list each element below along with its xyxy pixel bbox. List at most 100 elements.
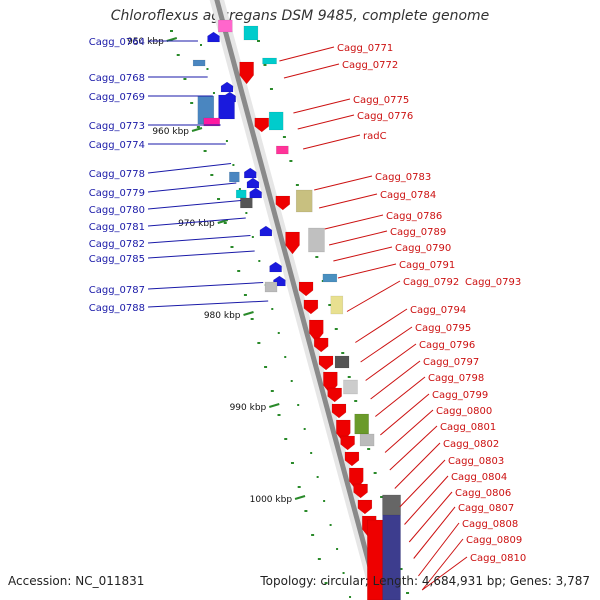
- strand-dot: [329, 524, 332, 526]
- label-leader-right: [318, 193, 378, 209]
- gene-feature-forward: [243, 25, 259, 41]
- scale-label: 950 kbp: [127, 37, 164, 47]
- label-leader-right: [370, 360, 421, 400]
- label-leader-right: [293, 98, 351, 114]
- gene-feature-forward: [285, 231, 300, 255]
- gene-label-right: Cagg_0800: [436, 406, 492, 417]
- gene-feature-reverse: [246, 177, 260, 189]
- label-leader-left: [147, 300, 269, 308]
- gene-feature-reverse: [218, 94, 235, 120]
- gene-label-right: Cagg_0783: [375, 172, 431, 183]
- strand-dot: [282, 136, 286, 138]
- scale-dot: [230, 246, 234, 248]
- gene-label-right: Cagg_0808: [462, 519, 518, 530]
- strand-dot: [238, 188, 241, 190]
- label-leader-right: [421, 538, 464, 591]
- scale-tick: [268, 403, 280, 408]
- gene-label-right: Cagg_0792: [403, 277, 459, 288]
- gene-label-right: Cagg_0775: [353, 95, 409, 106]
- strand-dot: [347, 376, 351, 378]
- label-leader-right: [303, 134, 361, 150]
- scale-tick: [294, 495, 306, 500]
- strand-dot: [297, 404, 300, 406]
- genome-backbone: [214, 0, 382, 600]
- strand-dot: [263, 64, 267, 66]
- scale-dot: [223, 222, 227, 224]
- gene-feature-reverse: [207, 31, 220, 43]
- accession-text: Accession: NC_011831: [8, 574, 145, 588]
- gene-label-right: Cagg_0776: [357, 111, 413, 122]
- gene-label-right: radC: [363, 131, 387, 142]
- gene-label-right: Cagg_0771: [337, 43, 393, 54]
- gene-feature-forward: [218, 19, 233, 33]
- label-leader-right: [333, 246, 393, 262]
- gene-feature-forward: [382, 494, 401, 516]
- gene-feature-reverse: [259, 225, 273, 237]
- gene-feature-reverse: [203, 117, 221, 127]
- label-leader-right: [297, 114, 355, 130]
- strand-dot: [341, 352, 345, 354]
- gene-label-left: Cagg_0782: [89, 239, 145, 250]
- strand-dot: [303, 428, 306, 430]
- gene-label-right: Cagg_0795: [415, 323, 471, 334]
- strand-dot: [399, 568, 403, 570]
- strand-dot: [367, 448, 371, 450]
- label-leader-right: [408, 491, 453, 543]
- gene-feature-forward: [303, 299, 319, 315]
- gene-feature-forward: [327, 387, 342, 403]
- strand-dot: [289, 160, 293, 162]
- gene-label-left: Cagg_0768: [89, 73, 145, 84]
- strand-dot: [315, 256, 319, 258]
- strand-dot: [342, 572, 345, 574]
- scale-dot: [277, 414, 281, 416]
- strand-dot: [245, 212, 248, 214]
- genome-summary-text: Topology: circular; Length: 4,684,931 bp…: [260, 574, 590, 588]
- scale-dot: [250, 318, 254, 320]
- label-leader-left: [147, 182, 237, 193]
- gene-feature-forward: [298, 281, 314, 297]
- strand-dot: [257, 40, 260, 42]
- strand-dot: [271, 308, 274, 310]
- strand-dot: [290, 380, 293, 382]
- scale-dot: [304, 510, 308, 512]
- strand-dot: [336, 548, 339, 550]
- strand-dot: [316, 476, 319, 478]
- gene-label-right: Cagg_0797: [423, 357, 479, 368]
- label-leader-right: [375, 376, 426, 417]
- gene-label-right: Cagg_0806: [455, 488, 511, 499]
- gene-label-left: Cagg_0774: [89, 140, 145, 151]
- scale-dot: [170, 30, 173, 32]
- gene-feature-forward: [309, 319, 324, 343]
- strand-dot: [284, 356, 287, 358]
- label-leader-right: [380, 393, 430, 436]
- label-leader-left: [147, 235, 251, 244]
- gene-feature-forward: [276, 145, 289, 155]
- label-leader-right: [413, 506, 456, 559]
- gene-feature-forward: [354, 413, 369, 435]
- scale-dot: [183, 78, 187, 80]
- gene-label-right: Cagg_0786: [386, 211, 442, 222]
- label-leader-left: [147, 282, 264, 290]
- scale-dot: [217, 198, 221, 200]
- scale-dot: [176, 54, 180, 56]
- gene-feature-reverse: [235, 189, 247, 199]
- gene-feature-forward: [344, 451, 360, 467]
- strand-dot: [206, 68, 209, 70]
- gene-label-right: Cagg_0794: [410, 305, 466, 316]
- label-leader-right: [355, 308, 408, 343]
- gene-feature-reverse: [244, 167, 257, 179]
- scale-dot: [264, 366, 268, 368]
- gene-feature-forward: [275, 195, 291, 211]
- strand-dot: [258, 260, 261, 262]
- gene-label-right: Cagg_0784: [380, 190, 436, 201]
- scale-dot: [203, 150, 207, 152]
- gene-label-right: Cagg_0802: [443, 439, 499, 450]
- label-leader-left: [147, 217, 246, 227]
- gene-label-right: Cagg_0790: [395, 243, 451, 254]
- label-leader-right: [384, 409, 434, 453]
- strand-dot: [251, 236, 254, 238]
- strand-dot: [328, 304, 332, 306]
- gene-feature-reverse: [229, 171, 240, 183]
- scale-dot: [243, 294, 247, 296]
